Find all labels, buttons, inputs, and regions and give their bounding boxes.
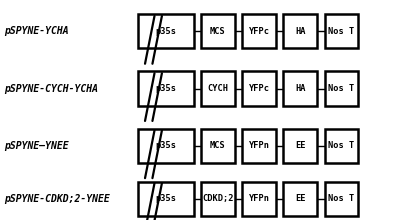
FancyBboxPatch shape <box>283 129 317 163</box>
FancyBboxPatch shape <box>242 14 276 48</box>
Text: YFPc: YFPc <box>249 84 269 93</box>
Text: p35s: p35s <box>155 194 176 203</box>
Text: pSPYNE–YNEE: pSPYNE–YNEE <box>4 141 69 151</box>
Text: pSPYNE-CDKD;2-YNEE: pSPYNE-CDKD;2-YNEE <box>4 194 110 204</box>
FancyBboxPatch shape <box>138 182 194 216</box>
FancyBboxPatch shape <box>138 14 194 48</box>
FancyBboxPatch shape <box>242 72 276 106</box>
Text: p35s: p35s <box>155 141 176 150</box>
Text: p35s: p35s <box>155 27 176 36</box>
FancyBboxPatch shape <box>242 129 276 163</box>
Text: EE: EE <box>295 194 306 203</box>
Text: HA: HA <box>295 27 306 36</box>
FancyBboxPatch shape <box>325 129 358 163</box>
Text: MCS: MCS <box>210 27 226 36</box>
FancyBboxPatch shape <box>283 182 317 216</box>
FancyBboxPatch shape <box>283 14 317 48</box>
FancyBboxPatch shape <box>201 72 235 106</box>
FancyBboxPatch shape <box>283 72 317 106</box>
FancyBboxPatch shape <box>201 182 235 216</box>
Text: pSPYNE-CYCH-YCHA: pSPYNE-CYCH-YCHA <box>4 84 98 93</box>
Text: Nos T: Nos T <box>328 84 355 93</box>
Text: YFPn: YFPn <box>249 141 269 150</box>
Text: EE: EE <box>295 141 306 150</box>
FancyBboxPatch shape <box>138 129 194 163</box>
Text: YFPn: YFPn <box>249 194 269 203</box>
FancyBboxPatch shape <box>325 72 358 106</box>
Text: YFPc: YFPc <box>249 27 269 36</box>
Text: pSPYNE-YCHA: pSPYNE-YCHA <box>4 26 69 36</box>
Text: Nos T: Nos T <box>328 194 355 203</box>
Text: CYCH: CYCH <box>208 84 228 93</box>
Text: Nos T: Nos T <box>328 27 355 36</box>
FancyBboxPatch shape <box>201 129 235 163</box>
FancyBboxPatch shape <box>325 14 358 48</box>
Text: Nos T: Nos T <box>328 141 355 150</box>
FancyBboxPatch shape <box>325 182 358 216</box>
Text: HA: HA <box>295 84 306 93</box>
FancyBboxPatch shape <box>201 14 235 48</box>
Text: p35s: p35s <box>155 84 176 93</box>
Text: MCS: MCS <box>210 141 226 150</box>
FancyBboxPatch shape <box>242 182 276 216</box>
Text: CDKD;2: CDKD;2 <box>202 194 234 203</box>
FancyBboxPatch shape <box>138 72 194 106</box>
